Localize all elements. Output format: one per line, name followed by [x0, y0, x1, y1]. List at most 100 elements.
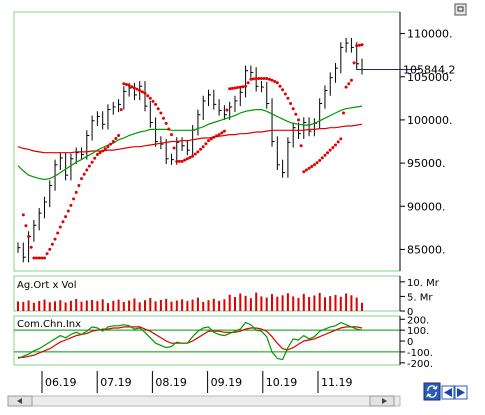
sar-dot — [191, 154, 195, 158]
sar-dot — [336, 140, 340, 144]
sar-dot — [254, 77, 258, 80]
sar-dot — [114, 137, 118, 140]
volume-bar — [202, 302, 205, 311]
sar-dot — [117, 134, 121, 137]
scroll-left-button[interactable] — [7, 395, 33, 407]
sar-dot — [61, 220, 65, 224]
volume-bar — [249, 298, 252, 311]
sar-dot — [236, 86, 240, 89]
price-tick-label: 105000. — [407, 71, 453, 84]
sar-dot — [82, 172, 86, 176]
sar-dot — [185, 157, 189, 161]
maximize-icon — [457, 6, 464, 12]
price-tick-label: 95000. — [407, 157, 446, 170]
price-axis-ticks: 110000. 105000. 100000. 95000. 90000. 85000. — [400, 28, 453, 256]
sar-dot — [326, 151, 330, 155]
sar-dot — [109, 142, 113, 146]
volume-bar — [48, 302, 51, 312]
sar-dot — [151, 99, 155, 103]
volume-bar — [17, 301, 19, 311]
maximize-button[interactable] — [454, 3, 467, 16]
sar-dot — [106, 145, 110, 149]
sar-dot — [27, 235, 31, 238]
sar-dot — [58, 225, 62, 229]
sar-dot — [328, 148, 332, 152]
sar-dot — [352, 61, 356, 65]
volume-bar — [43, 299, 46, 311]
sar-dot — [286, 96, 290, 100]
sar-dot — [320, 156, 324, 160]
sar-dot — [69, 203, 73, 207]
sar-dot — [304, 168, 308, 172]
date-tick-label: 08.19 — [155, 376, 187, 389]
sar-dot — [103, 147, 107, 151]
sar-dot — [43, 256, 46, 260]
sar-dot — [37, 256, 41, 260]
volume-bar — [355, 297, 358, 311]
volume-panel-title: Ag.Ort x Vol — [17, 280, 77, 291]
sar-dot — [180, 159, 184, 163]
triangle-right-icon — [457, 388, 465, 397]
cci-tick-label: 0 — [407, 337, 413, 348]
volume-bar — [149, 297, 152, 311]
sar-dot — [273, 80, 277, 83]
sar-dot — [225, 108, 229, 112]
volume-bar — [85, 300, 88, 311]
price-plot-area — [13, 11, 401, 272]
volume-bar — [117, 299, 120, 311]
sar-dot — [315, 161, 319, 165]
sar-dot — [74, 190, 78, 194]
cci-tick-label: -200. — [407, 359, 433, 370]
refresh-button[interactable] — [423, 382, 441, 401]
volume-bar — [144, 300, 146, 311]
sar-dot — [188, 156, 192, 159]
cci-fast-line — [17, 321, 363, 361]
sar-dot — [275, 81, 279, 85]
volume-bar — [234, 297, 236, 311]
sar-dot — [257, 77, 261, 80]
sar-dot — [318, 159, 322, 162]
volume-bar — [154, 301, 157, 311]
horizontal-scrollbar[interactable] — [7, 395, 401, 407]
date-tick-label: 07.19 — [100, 376, 132, 389]
volume-bar — [96, 301, 99, 311]
last-price-marker: 105844.2 — [356, 63, 456, 76]
sar-dot — [344, 85, 348, 89]
volume-bar — [101, 299, 104, 311]
volume-bar — [64, 302, 67, 311]
volume-bar — [80, 301, 83, 311]
volume-bar — [212, 298, 215, 312]
volume-bar — [128, 300, 131, 311]
sar-dot — [35, 256, 38, 260]
sar-dot — [98, 151, 102, 155]
long-moving-average-line — [17, 123, 363, 154]
sar-dot — [331, 146, 335, 149]
previous-button[interactable] — [441, 385, 455, 400]
volume-bar — [38, 301, 41, 311]
cci-panel-title: Com.Chn.Inx — [17, 319, 81, 330]
cci-axis-ticks: 200.100.0-100.-200. — [400, 315, 433, 370]
volume-bar — [339, 296, 342, 311]
volume-bar — [318, 292, 321, 311]
sar-dot — [215, 134, 218, 138]
cci-tick-label: 100. — [407, 326, 429, 337]
date-axis-ticks: 06.19 07.19 08.19 09.19 10.19 11.19 — [41, 371, 353, 393]
volume-bar — [186, 301, 189, 311]
sar-dot — [148, 96, 152, 100]
sar-dot — [297, 118, 300, 122]
sar-dot — [125, 83, 128, 86]
sar-dot — [212, 135, 216, 139]
sar-dot — [312, 163, 316, 167]
volume-tick-label: 10. Mr — [407, 278, 440, 289]
sar-dot — [241, 85, 245, 89]
sar-dot — [80, 177, 83, 181]
next-button[interactable] — [454, 385, 468, 400]
volume-bar — [350, 295, 353, 312]
sar-dot — [40, 256, 44, 260]
sar-dot — [119, 108, 123, 112]
volume-bar — [324, 297, 326, 311]
scroll-right-button[interactable] — [369, 395, 395, 407]
volume-bar — [223, 299, 226, 311]
sar-dot — [72, 197, 76, 201]
